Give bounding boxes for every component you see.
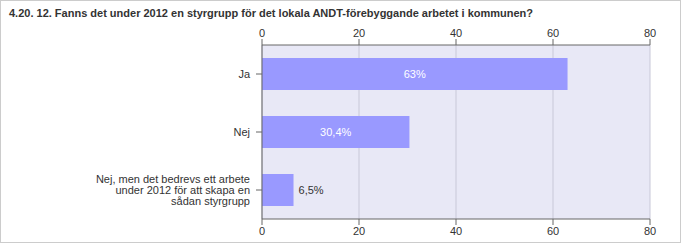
svg-text:30,4%: 30,4% xyxy=(320,126,351,138)
svg-text:Nej, men det bedrevs ett arbet: Nej, men det bedrevs ett arbeteunder 201… xyxy=(96,173,250,207)
svg-text:80: 80 xyxy=(644,27,656,39)
svg-text:Ja: Ja xyxy=(238,68,251,80)
svg-text:0: 0 xyxy=(259,225,265,237)
svg-text:6,5%: 6,5% xyxy=(299,184,324,196)
svg-text:20: 20 xyxy=(353,225,365,237)
svg-text:Nej: Nej xyxy=(233,126,250,138)
svg-text:0: 0 xyxy=(259,27,265,39)
svg-text:20: 20 xyxy=(353,27,365,39)
svg-text:60: 60 xyxy=(547,225,559,237)
svg-text:60: 60 xyxy=(547,27,559,39)
svg-text:80: 80 xyxy=(644,225,656,237)
svg-text:40: 40 xyxy=(450,27,462,39)
svg-text:63%: 63% xyxy=(404,68,426,80)
html-text:4.20. 12. Fanns det under 2012: 4.20. 12. Fanns det under 2012 en styrgr… xyxy=(9,7,533,19)
svg-text:40: 40 xyxy=(450,225,462,237)
